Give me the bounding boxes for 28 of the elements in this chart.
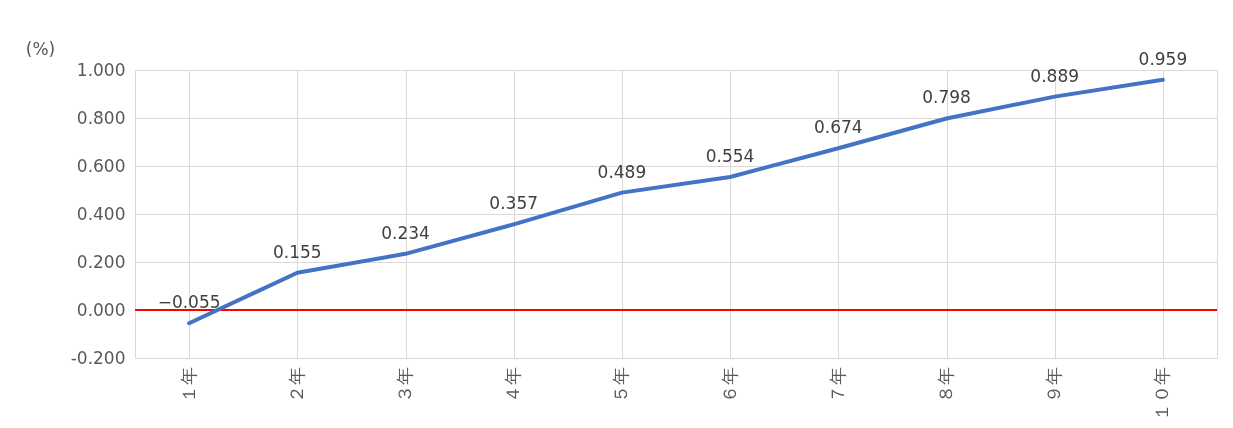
- x-tick-label: ７年: [826, 366, 848, 403]
- y-tick-label: 0.200: [76, 251, 126, 272]
- data-label: 0.798: [922, 87, 971, 108]
- x-tick-label: ４年: [502, 366, 524, 403]
- y-tick-label: 0.400: [76, 203, 126, 224]
- y-tick-label: 0.600: [76, 155, 126, 176]
- data-label: 0.554: [705, 146, 755, 167]
- data-label: 0.234: [381, 222, 430, 243]
- data-label: 0.959: [1138, 48, 1188, 69]
- y-tick-label: 0.000: [76, 299, 126, 320]
- y-axis-title: (%): [25, 38, 56, 59]
- x-tick-label: ９年: [1043, 366, 1065, 403]
- y-tick-label: 1.000: [76, 59, 126, 80]
- x-tick-label: ２年: [285, 366, 307, 403]
- data-label: 0.357: [489, 193, 539, 214]
- x-tick-label: ５年: [610, 366, 632, 403]
- x-tick-label: ８年: [935, 366, 956, 403]
- data-label: 0.155: [272, 241, 322, 262]
- x-tick-label: １年: [177, 366, 199, 403]
- data-label: 0.674: [813, 117, 863, 138]
- data-label: 0.489: [597, 161, 647, 182]
- x-tick-label: ３年: [394, 366, 415, 403]
- y-tick-label: -0.200: [70, 347, 126, 368]
- x-tick-label: ６年: [718, 366, 740, 403]
- data-label: −0.055: [157, 292, 221, 313]
- x-tick-label: １０年: [1151, 366, 1173, 421]
- data-label: 0.889: [1030, 65, 1080, 86]
- y-tick-label: 0.800: [76, 107, 126, 128]
